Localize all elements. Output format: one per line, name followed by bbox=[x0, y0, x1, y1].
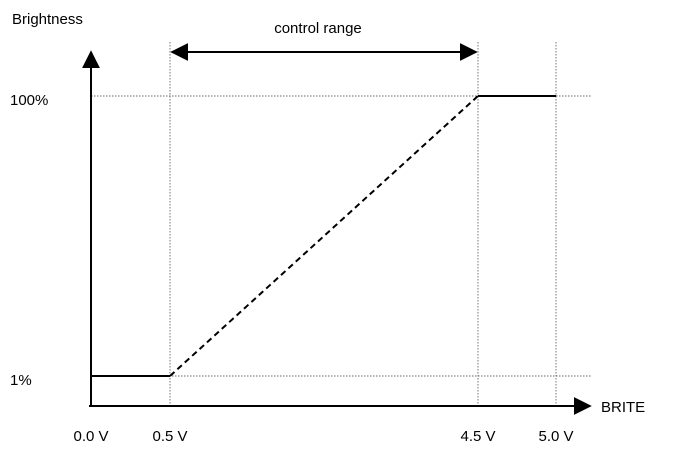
x-tick-label: 0.5 V bbox=[152, 428, 187, 445]
x-tick-label: 5.0 V bbox=[538, 428, 573, 445]
annotations: control range bbox=[170, 20, 478, 61]
x-axis-label: BRITE bbox=[601, 399, 645, 416]
tick-labels: 0.0 V 0.5 V 4.5 V 5.0 V 1% 100% bbox=[10, 92, 574, 445]
ramp-line-dashed bbox=[169, 95, 479, 377]
x-tick-label: 0.0 V bbox=[73, 428, 108, 445]
y-tick-label: 1% bbox=[10, 372, 32, 389]
series-lines bbox=[91, 95, 556, 377]
y-axis-label: Brightness bbox=[12, 11, 83, 28]
control-range-label: control range bbox=[274, 20, 362, 37]
x-tick-label: 4.5 V bbox=[460, 428, 495, 445]
y-tick-label: 100% bbox=[10, 92, 48, 109]
